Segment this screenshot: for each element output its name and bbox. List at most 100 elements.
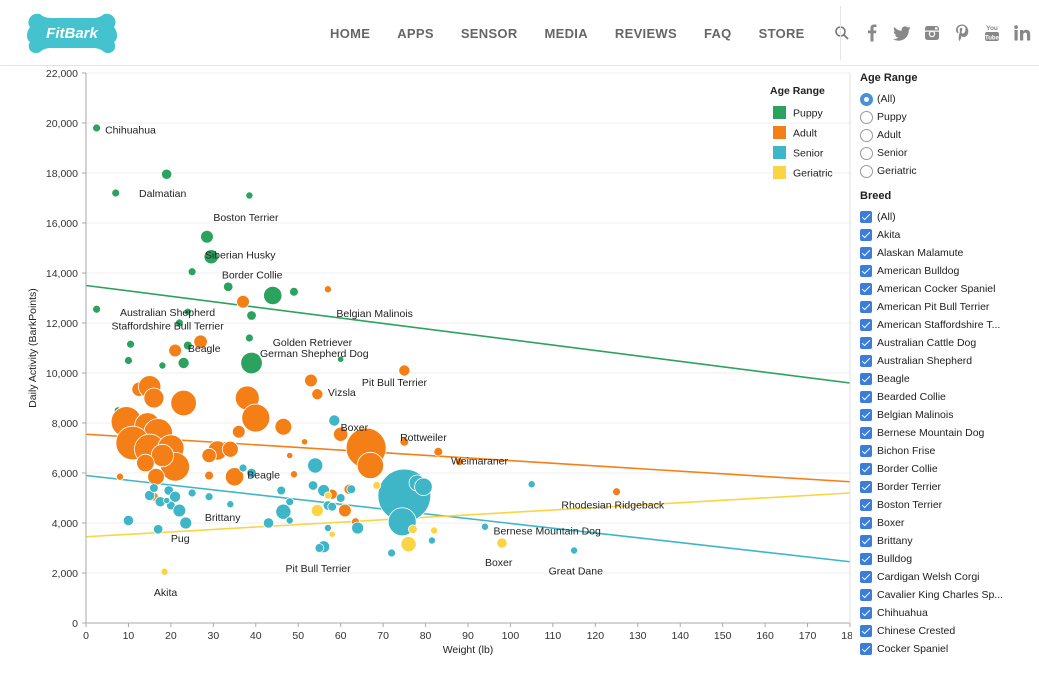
radio-button[interactable]	[860, 128, 873, 142]
age-option[interactable]: Puppy	[860, 108, 1039, 126]
checkbox[interactable]	[860, 265, 872, 277]
breed-option[interactable]: Bichon Frise	[860, 442, 1039, 460]
breed-option[interactable]: Alaskan Malamute	[860, 244, 1039, 262]
pinterest-icon[interactable]	[952, 23, 972, 43]
point-senior	[172, 503, 187, 518]
checkbox[interactable]	[860, 445, 872, 457]
checkbox[interactable]	[860, 301, 872, 313]
checkbox[interactable]	[860, 553, 872, 565]
checkbox[interactable]	[860, 409, 872, 421]
age-option[interactable]: Adult	[860, 126, 1039, 144]
checkbox[interactable]	[860, 517, 872, 529]
point-puppy	[126, 339, 135, 349]
checkbox[interactable]	[860, 229, 872, 241]
breed-label: Pug	[171, 533, 190, 545]
breed-option[interactable]: Cardigan Welsh Corgi	[860, 568, 1039, 586]
nav-home[interactable]: HOME	[330, 25, 371, 41]
checkbox[interactable]	[860, 607, 872, 619]
checkbox[interactable]	[860, 337, 872, 349]
y-tick-label: 20,000	[46, 118, 78, 130]
breed-option[interactable]: Beagle	[860, 370, 1039, 388]
checkbox[interactable]	[860, 355, 872, 367]
radio-button[interactable]	[860, 110, 873, 124]
radio-button[interactable]	[860, 92, 873, 106]
breed-option[interactable]: Boston Terrier	[860, 496, 1039, 514]
instagram-icon[interactable]	[922, 23, 942, 43]
checkbox[interactable]	[860, 535, 872, 547]
point-puppy	[177, 356, 190, 369]
legend-title: Age Range	[770, 85, 825, 97]
breed-option-label: Boxer	[877, 517, 905, 529]
breed-option[interactable]: American Cocker Spaniel	[860, 280, 1039, 298]
y-tick-label: 6,000	[52, 468, 78, 480]
youtube-icon[interactable]: You Tube	[982, 23, 1002, 43]
linkedin-icon[interactable]	[1012, 23, 1032, 43]
legend-swatch-puppy	[773, 106, 786, 119]
twitter-icon[interactable]	[892, 23, 912, 43]
age-option[interactable]: Senior	[860, 144, 1039, 162]
point-puppy	[222, 281, 234, 292]
point-geriatric	[430, 526, 439, 535]
point-adult	[286, 451, 294, 460]
point-senior	[328, 414, 341, 427]
breed-option[interactable]: Belgian Malinois	[860, 406, 1039, 424]
chart-legend: Age Range Puppy Adult Senior Geriatric	[770, 85, 833, 180]
checkbox[interactable]	[860, 463, 872, 475]
breed-option[interactable]: Bernese Mountain Dog	[860, 424, 1039, 442]
breed-option[interactable]: Chinese Crested	[860, 622, 1039, 640]
checkbox[interactable]	[860, 571, 872, 583]
checkbox[interactable]	[860, 589, 872, 601]
checkbox[interactable]	[860, 643, 872, 655]
radio-button[interactable]	[860, 146, 873, 160]
checkbox[interactable]	[860, 481, 872, 493]
age-option[interactable]: (All)	[860, 90, 1039, 108]
checkbox[interactable]	[860, 283, 872, 295]
breed-option[interactable]: American Staffordshire T...	[860, 316, 1039, 334]
checkbox[interactable]	[860, 247, 872, 259]
point-adult	[323, 285, 332, 294]
search-icon[interactable]	[834, 25, 850, 41]
breed-option[interactable]: American Pit Bull Terrier	[860, 298, 1039, 316]
checkbox[interactable]	[860, 499, 872, 511]
nav-sensor[interactable]: SENSOR	[460, 25, 518, 41]
breed-option[interactable]: Border Collie	[860, 460, 1039, 478]
breed-label: Vizsla	[328, 387, 356, 399]
breed-option[interactable]: Cocker Spaniel	[860, 640, 1039, 658]
breed-label: Belgian Malinois	[336, 308, 412, 320]
nav-store[interactable]: STORE	[758, 25, 805, 41]
checkbox[interactable]	[860, 427, 872, 439]
breed-option[interactable]: Australian Shepherd	[860, 352, 1039, 370]
facebook-icon[interactable]	[862, 23, 882, 43]
checkbox[interactable]	[860, 211, 872, 223]
breed-option[interactable]: (All)	[860, 208, 1039, 226]
breed-option[interactable]: American Bulldog	[860, 262, 1039, 280]
checkbox[interactable]	[860, 373, 872, 385]
checkbox[interactable]	[860, 391, 872, 403]
breed-option[interactable]: Australian Cattle Dog	[860, 334, 1039, 352]
breed-option[interactable]: Akita	[860, 226, 1039, 244]
nav-media[interactable]: MEDIA	[544, 25, 588, 41]
point-adult	[147, 467, 165, 486]
breed-option[interactable]: Brittany	[860, 532, 1039, 550]
fitbark-logo[interactable]: FitBark	[26, 10, 118, 56]
nav-apps[interactable]: APPS	[397, 25, 434, 41]
breed-option[interactable]: Cavalier King Charles Sp...	[860, 586, 1039, 604]
checkbox[interactable]	[860, 625, 872, 637]
breed-option[interactable]: Border Terrier	[860, 478, 1039, 496]
breed-option[interactable]: Chihuahua	[860, 604, 1039, 622]
x-tick-label: 60	[335, 630, 347, 642]
nav-faq[interactable]: FAQ	[703, 25, 732, 41]
nav-reviews[interactable]: REVIEWS	[614, 25, 677, 41]
y-tick-label: 22,000	[46, 68, 78, 80]
breed-option[interactable]: Bearded Collie	[860, 388, 1039, 406]
checkbox[interactable]	[860, 319, 872, 331]
age-option[interactable]: Geriatric	[860, 162, 1039, 180]
breed-label: Border Collie	[222, 269, 283, 281]
point-puppy	[124, 356, 133, 365]
radio-button[interactable]	[860, 164, 873, 178]
x-tick-label: 120	[587, 630, 605, 642]
site-header: FitBark HOME APPS SENSOR MEDIA REVIEWS F…	[0, 0, 1039, 66]
point-senior	[122, 514, 135, 527]
breed-option[interactable]: Bulldog	[860, 550, 1039, 568]
breed-option[interactable]: Boxer	[860, 514, 1039, 532]
